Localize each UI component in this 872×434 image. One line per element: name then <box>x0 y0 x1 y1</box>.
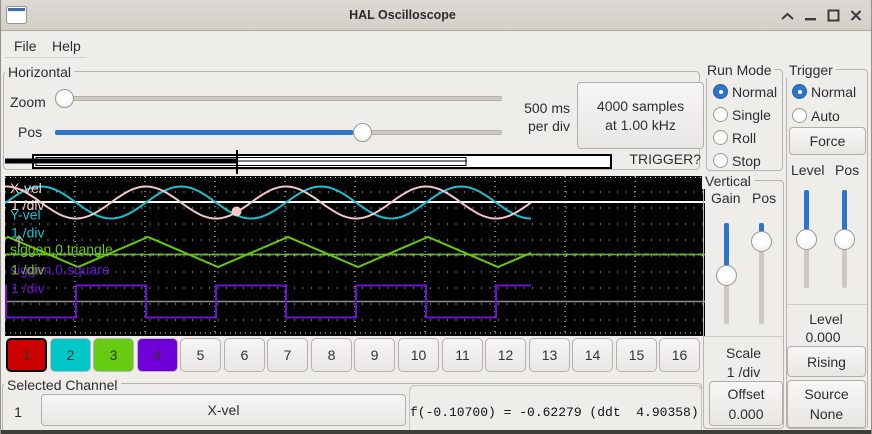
svg-text:1 /div: 1 /div <box>11 262 44 278</box>
svg-text:Y-vel: Y-vel <box>10 207 41 223</box>
svg-text:X-vel: X-vel <box>10 180 42 196</box>
svg-text:siggen.0.triangle: siggen.0.triangle <box>10 241 113 257</box>
svg-text:1 /div: 1 /div <box>11 280 44 296</box>
svg-text:1 /div: 1 /div <box>11 225 44 241</box>
svg-text:siggen.0.square: siggen.0.square <box>10 262 110 278</box>
svg-text:1 /div: 1 /div <box>11 197 44 213</box>
